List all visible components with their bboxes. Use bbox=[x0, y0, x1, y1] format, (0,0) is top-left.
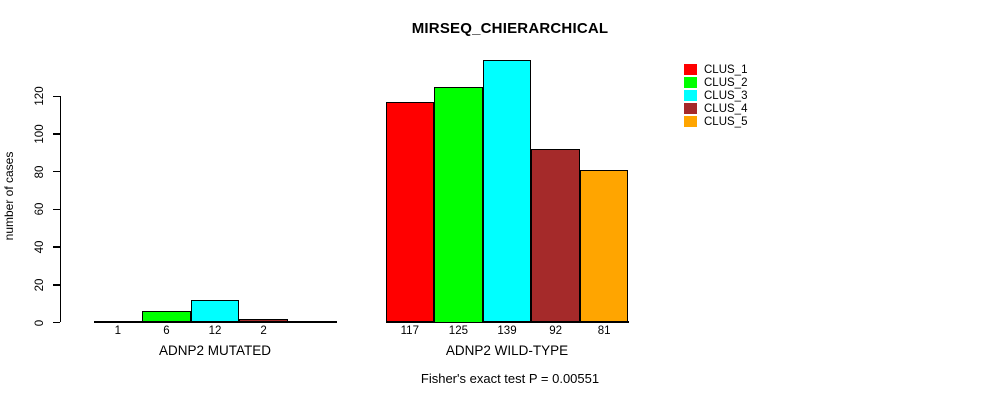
bar-value-label: 92 bbox=[549, 324, 562, 337]
y-tick-label: 120 bbox=[34, 86, 46, 106]
bar-clus_2-mutated bbox=[142, 311, 191, 323]
legend-swatch-clus_3 bbox=[684, 90, 697, 101]
y-tick-label: 40 bbox=[34, 240, 46, 254]
bar-value-label: 1 bbox=[114, 324, 121, 337]
bar-value-label: 6 bbox=[163, 324, 170, 337]
y-tick-label: 60 bbox=[34, 202, 46, 216]
legend: CLUS_1 CLUS_2 CLUS_3 CLUS_4 CLUS_5 bbox=[684, 63, 747, 128]
chart-title: MIRSEQ_CHIERARCHICAL bbox=[411, 20, 609, 37]
bar-clus_1-mutated bbox=[93, 320, 143, 323]
bar-clus_5-wild-type bbox=[579, 169, 629, 323]
bar-value-label: 125 bbox=[448, 324, 468, 337]
legend-row: CLUS_4 bbox=[684, 102, 747, 115]
bar-clus_3-mutated bbox=[190, 299, 240, 323]
group-label-mutated: ADNP2 MUTATED bbox=[158, 343, 272, 358]
legend-row: CLUS_1 bbox=[684, 63, 747, 76]
bar-clus_4-mutated bbox=[239, 318, 288, 323]
y-tick-mark bbox=[52, 208, 60, 211]
y-tick-mark bbox=[52, 321, 60, 324]
bar-clus_4-wild-type bbox=[531, 149, 580, 323]
bar-clus_3-wild-type bbox=[482, 60, 532, 323]
legend-swatch-clus_4 bbox=[684, 103, 697, 114]
bar-value-label: 81 bbox=[597, 324, 611, 337]
legend-swatch-clus_2 bbox=[684, 77, 697, 88]
bar-clus_2-wild-type bbox=[434, 86, 483, 323]
group-label-wild-type: ADNP2 WILD-TYPE bbox=[445, 343, 569, 358]
fisher-test-annotation: Fisher's exact test P = 0.00551 bbox=[420, 371, 600, 386]
y-tick-label: 20 bbox=[34, 278, 46, 292]
legend-label: CLUS_2 bbox=[704, 76, 748, 89]
y-tick-label: 100 bbox=[34, 124, 46, 144]
legend-label: CLUS_1 bbox=[704, 63, 748, 76]
legend-label: CLUS_4 bbox=[704, 102, 748, 115]
bar-value-label: 139 bbox=[497, 324, 517, 337]
legend-swatch-clus_5 bbox=[684, 116, 697, 127]
legend-label: CLUS_3 bbox=[704, 89, 748, 102]
y-tick-mark bbox=[52, 170, 60, 173]
legend-row: CLUS_2 bbox=[684, 76, 747, 89]
bar-value-label: 2 bbox=[260, 324, 267, 337]
y-tick-mark bbox=[52, 246, 60, 248]
y-axis-line bbox=[59, 96, 61, 323]
bar-value-label: 117 bbox=[400, 324, 419, 337]
legend-label: CLUS_5 bbox=[704, 115, 748, 128]
legend-swatch-clus_1 bbox=[684, 64, 697, 75]
y-tick-label: 0 bbox=[34, 319, 46, 326]
y-tick-mark bbox=[52, 133, 60, 135]
bar-clus_1-wild-type bbox=[385, 101, 435, 323]
bar-value-label: 12 bbox=[208, 324, 222, 337]
y-tick-mark bbox=[52, 284, 60, 286]
y-tick-mark bbox=[52, 95, 60, 98]
y-axis-title: number of cases bbox=[2, 151, 16, 241]
legend-row: CLUS_5 bbox=[684, 115, 747, 128]
legend-row: CLUS_3 bbox=[684, 89, 747, 102]
y-tick-label: 80 bbox=[34, 165, 46, 179]
